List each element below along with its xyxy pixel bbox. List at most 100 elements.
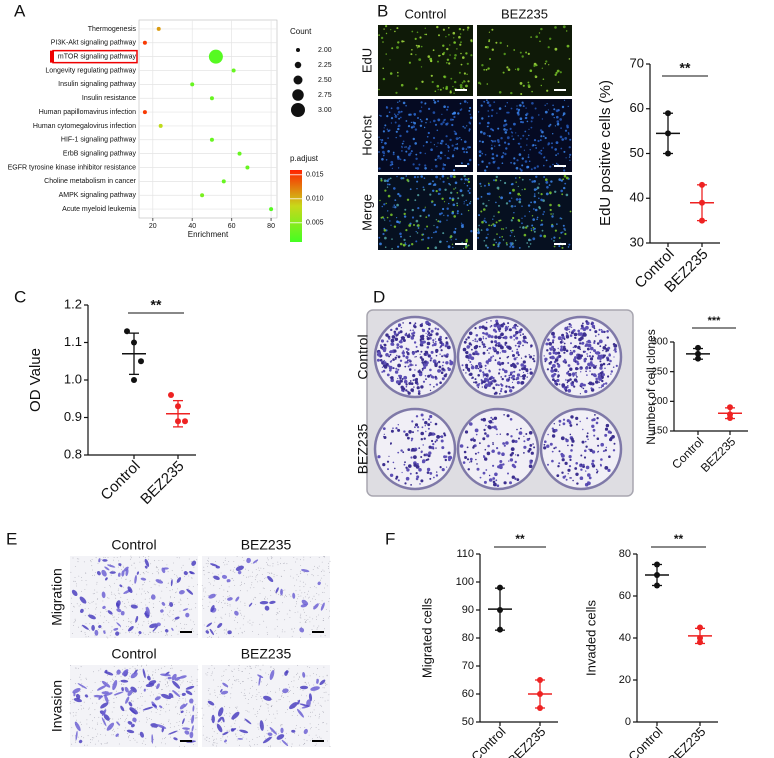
cell (498, 219, 501, 222)
colony (569, 477, 571, 479)
pore (249, 622, 251, 624)
pore (191, 679, 193, 681)
pore (257, 713, 259, 714)
cell (498, 144, 501, 147)
colony (523, 440, 526, 443)
cell (408, 61, 411, 64)
cell (522, 226, 525, 229)
pore (328, 598, 330, 599)
pore (197, 712, 199, 713)
pore (158, 571, 160, 573)
y-tick-label: 90 (462, 604, 474, 616)
cell (145, 606, 150, 616)
colony (543, 355, 545, 357)
cell (381, 146, 385, 149)
cell (130, 604, 138, 609)
cell (519, 117, 523, 120)
pore (215, 738, 217, 740)
pore (316, 616, 317, 618)
pore (124, 721, 126, 722)
cell (542, 78, 545, 80)
colony (605, 434, 607, 436)
colony (465, 366, 469, 369)
colony (483, 455, 486, 459)
pore (258, 570, 260, 571)
cell (454, 54, 457, 57)
pore (125, 719, 126, 721)
colony (511, 475, 515, 479)
colony (511, 381, 514, 383)
colony (422, 444, 424, 446)
colony (388, 455, 390, 457)
cell (405, 175, 408, 177)
cell (452, 118, 454, 121)
pore (206, 703, 208, 705)
pore (230, 725, 232, 727)
colony (383, 433, 385, 435)
pore (86, 686, 88, 688)
legend-bubble (293, 75, 303, 85)
pore (69, 712, 71, 714)
pore (95, 572, 96, 573)
colony (601, 379, 604, 383)
colony (518, 437, 520, 440)
pore (243, 695, 245, 697)
micrograph (477, 25, 572, 96)
colony (558, 462, 561, 465)
colony (416, 463, 419, 466)
pore (142, 632, 144, 634)
cell (511, 245, 515, 249)
cell (396, 220, 399, 223)
pore (91, 565, 93, 567)
cell (430, 148, 433, 151)
colony (600, 354, 604, 358)
colony (487, 444, 490, 448)
cell (106, 722, 115, 731)
colony (412, 431, 414, 434)
pore (95, 603, 97, 605)
colony (429, 359, 432, 362)
cell (440, 240, 442, 243)
pore (117, 566, 119, 568)
pore (241, 614, 242, 616)
cell (465, 238, 468, 242)
colony (590, 346, 594, 351)
cell (513, 212, 515, 214)
pore (179, 557, 180, 559)
colony (428, 334, 431, 337)
colony (580, 354, 583, 358)
pore (182, 680, 184, 682)
colony (418, 468, 422, 472)
cell (386, 186, 389, 188)
pore (319, 713, 320, 715)
cell (561, 138, 564, 141)
colony (570, 415, 574, 419)
colony (557, 375, 560, 378)
cell (485, 204, 488, 207)
colony (589, 357, 594, 361)
pore (205, 740, 207, 741)
cell (81, 624, 89, 630)
cell (259, 600, 269, 605)
colony (439, 341, 443, 344)
pore (264, 598, 265, 600)
pore (296, 687, 298, 688)
pore (282, 629, 283, 631)
colony (516, 376, 520, 380)
colony (533, 355, 535, 357)
pore (257, 581, 258, 583)
colony (609, 359, 612, 363)
pore (271, 699, 273, 700)
cell (124, 686, 129, 693)
colony (493, 387, 496, 390)
pore (300, 559, 301, 561)
cell (400, 177, 403, 180)
colony (444, 458, 447, 462)
colony (496, 351, 499, 354)
pore (279, 636, 280, 638)
cell (280, 588, 283, 596)
colony (569, 420, 572, 422)
micrograph (69, 664, 199, 748)
pore (80, 679, 82, 681)
cell (426, 225, 429, 228)
